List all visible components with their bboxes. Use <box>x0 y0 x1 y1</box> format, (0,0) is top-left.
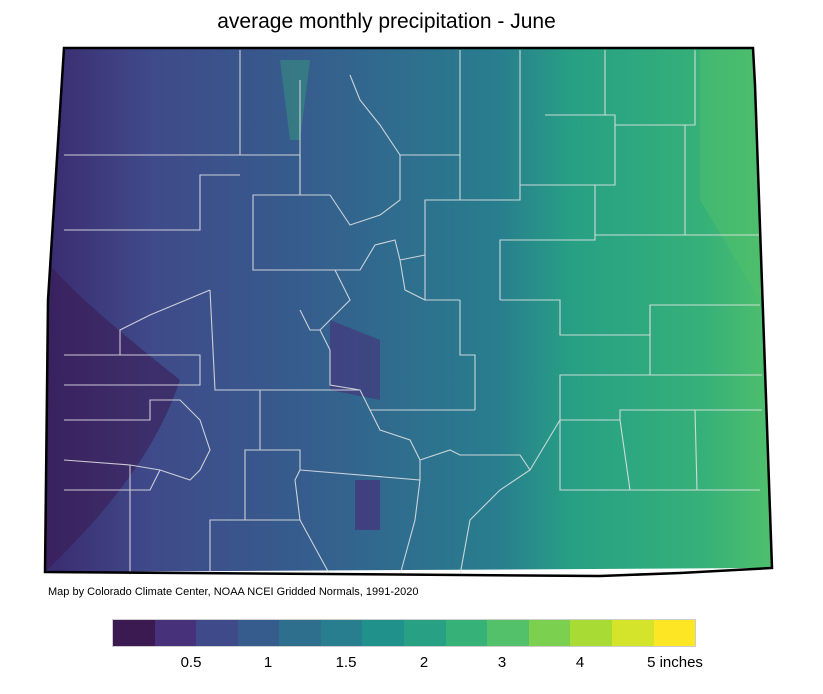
legend-swatch <box>362 620 405 646</box>
legend-swatch <box>570 620 612 646</box>
legend-swatch <box>196 620 238 646</box>
legend-swatch <box>487 620 529 646</box>
legend-swatch <box>113 620 155 646</box>
legend-tick-label: 2 <box>419 654 429 671</box>
legend-swatch <box>320 620 363 646</box>
legend-swatch <box>611 620 654 646</box>
legend-tick-label: 1 <box>263 654 273 671</box>
legend-tick-label: 4 <box>575 654 585 671</box>
legend-tick-label: 3 <box>497 654 507 671</box>
legend-colorbar <box>112 619 696 647</box>
state-border <box>43 46 774 578</box>
legend-swatch <box>653 620 696 646</box>
legend-swatch <box>154 620 197 646</box>
legend-swatch <box>404 620 446 646</box>
legend-tick-label: 0.5 <box>180 654 202 671</box>
legend-swatch <box>279 620 321 646</box>
legend-tick-label: 5 inches <box>647 654 703 671</box>
legend-swatch <box>528 620 571 646</box>
map-credit: Map by Colorado Climate Center, NOAA NCE… <box>48 586 419 598</box>
precip-field <box>45 48 772 572</box>
legend-swatch <box>237 620 280 646</box>
county-lines <box>63 50 762 576</box>
legend-swatch <box>445 620 488 646</box>
map-title: average monthly precipitation - June <box>217 10 556 33</box>
legend-tick-label: 1.5 <box>335 654 357 671</box>
